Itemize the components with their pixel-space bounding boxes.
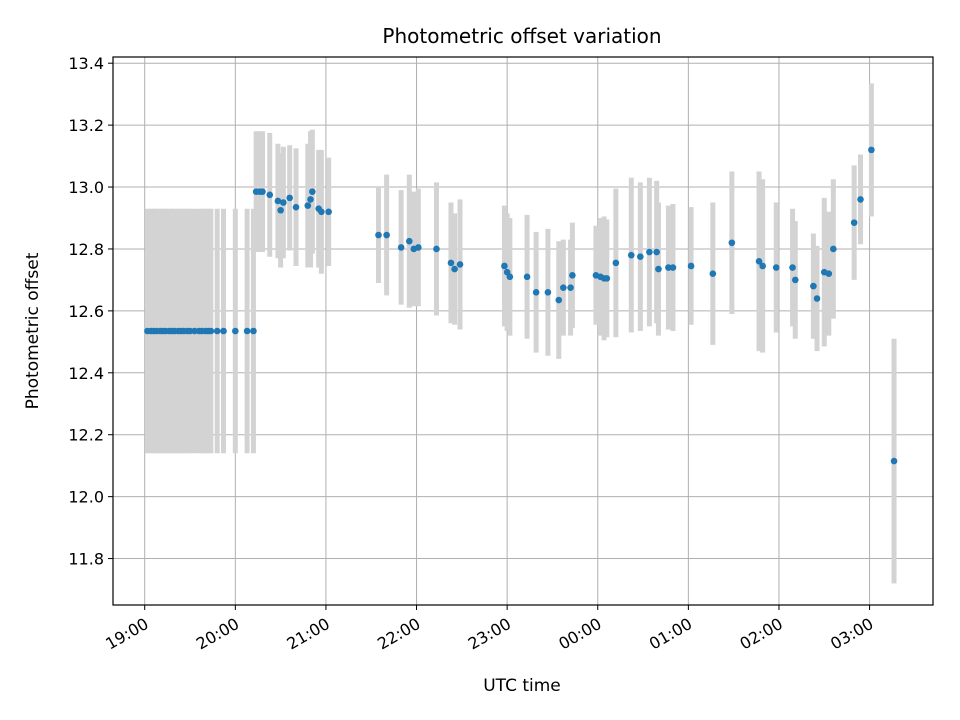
data-point (523, 273, 531, 281)
y-axis-label: Photometric offset (23, 252, 43, 409)
x-tick-label: 02:00 (737, 614, 786, 654)
data-point (687, 262, 695, 270)
chart-title: Photometric offset variation (382, 24, 661, 48)
data-point (825, 270, 833, 278)
data-point (890, 457, 898, 465)
data-point (451, 265, 458, 273)
y-tick-label: 12.8 (68, 240, 104, 259)
x-axis-label: UTC time (483, 676, 561, 696)
y-tick-label: 13.2 (68, 116, 104, 135)
data-point (307, 196, 314, 203)
x-tick-label: 23:00 (465, 614, 514, 654)
data-point (207, 327, 215, 335)
data-point (830, 245, 837, 253)
data-point (728, 239, 736, 247)
data-point (383, 231, 390, 239)
data-point (653, 248, 660, 256)
data-point (857, 196, 864, 203)
data-point (250, 327, 257, 335)
data-point (567, 284, 574, 291)
data-point (868, 146, 875, 154)
x-tick-label: 00:00 (555, 614, 604, 654)
data-point (791, 276, 799, 284)
y-tick-label: 13.4 (68, 54, 104, 73)
data-point (375, 231, 382, 239)
x-tick-label: 01:00 (646, 614, 695, 654)
data-point (415, 244, 422, 251)
data-point (259, 188, 266, 195)
x-tick-label: 03:00 (827, 614, 876, 654)
data-point (709, 270, 717, 278)
data-point (627, 251, 635, 259)
data-point (555, 296, 563, 304)
data-point (456, 261, 464, 268)
x-axis: 19:00 20:00 21:00 22:00 23:00 00:00 01:00 02:00… (102, 605, 877, 654)
data-point (569, 271, 576, 279)
data-point (810, 282, 817, 290)
x-tick-label: 21:00 (283, 614, 332, 654)
y-tick-label: 12.0 (68, 488, 104, 507)
data-point (603, 275, 611, 282)
data-point (447, 259, 455, 267)
data-point (669, 264, 677, 271)
data-points (144, 146, 898, 465)
data-point (655, 265, 662, 273)
data-point (186, 327, 194, 335)
data-point (286, 194, 293, 202)
y-tick-label: 11.8 (68, 550, 104, 569)
data-point (532, 288, 540, 296)
data-point (544, 288, 552, 296)
data-point (318, 208, 325, 216)
data-point (325, 208, 332, 216)
data-point (755, 258, 763, 265)
x-tick-label: 19:00 (102, 614, 151, 654)
data-point (232, 327, 239, 335)
data-point (759, 262, 766, 270)
data-point (772, 264, 780, 271)
data-point (665, 264, 672, 271)
data-point (646, 248, 653, 256)
data-point (506, 273, 514, 281)
data-point (274, 197, 282, 205)
errorbars (144, 83, 897, 584)
data-point (850, 219, 858, 226)
x-tick-label: 20:00 (193, 614, 242, 654)
y-tick-label: 12.6 (68, 302, 104, 321)
data-point (191, 327, 198, 335)
data-point (433, 245, 440, 253)
data-point (789, 264, 796, 271)
data-point (280, 199, 287, 206)
data-point (813, 295, 821, 302)
data-point (277, 206, 284, 214)
y-tick-label: 12.2 (68, 426, 104, 445)
data-point (309, 188, 316, 195)
data-point (266, 191, 274, 199)
data-point (292, 203, 300, 211)
data-point (637, 253, 644, 260)
data-point (397, 244, 405, 251)
data-point (213, 327, 221, 335)
data-point (304, 202, 312, 209)
data-point (501, 262, 508, 270)
y-axis: 11.8 12.0 12.2 12.4 12.6 12.8 13.0 13.2 13.4 (68, 54, 113, 569)
data-point (560, 284, 567, 291)
y-tick-label: 13.0 (68, 178, 104, 197)
y-tick-label: 12.4 (68, 364, 104, 383)
data-point (243, 327, 251, 335)
data-point (220, 327, 227, 335)
x-tick-label: 22:00 (374, 614, 423, 654)
data-point (405, 237, 413, 245)
data-point (612, 259, 620, 267)
plot-frame (112, 56, 934, 606)
